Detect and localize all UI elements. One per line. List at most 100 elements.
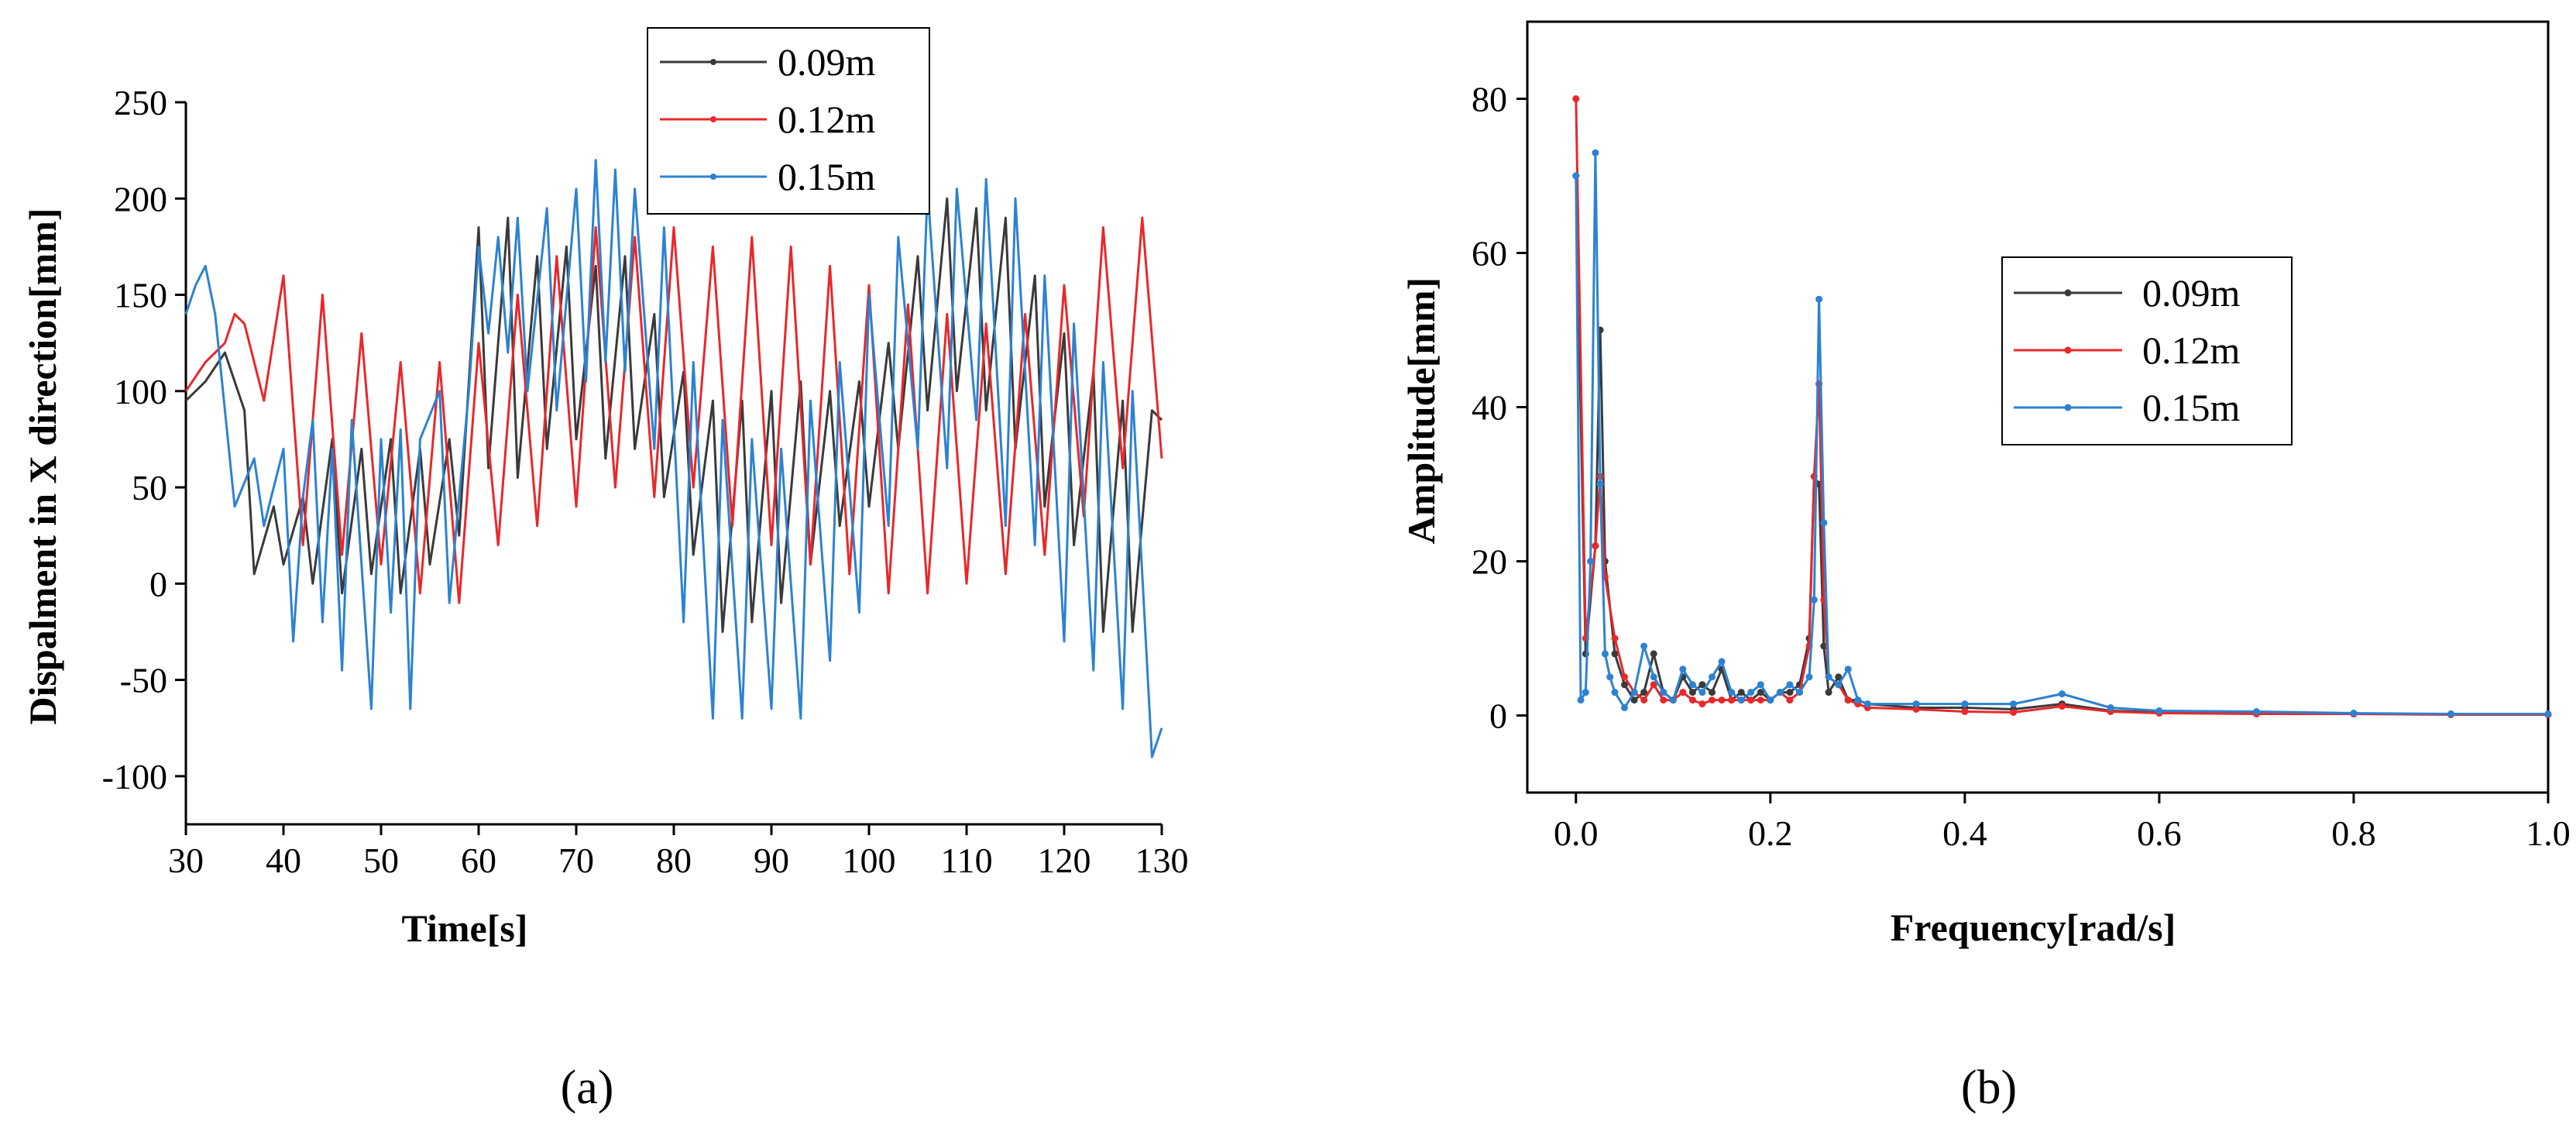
panel-b-data-point <box>1640 689 1648 696</box>
panel-b-data-point <box>1688 696 1696 704</box>
panel-b-data-point <box>1630 696 1638 704</box>
panel-a: 30 40 50 60 70 80 90 100 110 120 130 -100 -50 0 50 100… <box>21 27 1189 1114</box>
panel-b-x-tick-label: 0.4 <box>1942 813 1987 853</box>
panel-b-data-point <box>1621 673 1628 681</box>
panel-b-data-point <box>1737 689 1745 696</box>
panel-b-data-point <box>1596 480 1604 488</box>
panel-b-data-point <box>1786 689 1794 696</box>
panel-b-y-axis-title: Amplitude[mm] <box>1400 277 1443 544</box>
panel-b-data-point <box>1805 673 1813 681</box>
panel-a-y-tick-label: 250 <box>114 83 167 122</box>
panel-b-data-point <box>2010 709 2018 716</box>
panel-b-data-point <box>1757 689 1764 696</box>
panel-a-x-tick-label: 80 <box>656 841 692 880</box>
panel-a-legend-label: 0.15m <box>778 155 876 198</box>
panel-a-legend-marker <box>710 59 716 65</box>
panel-b-y-tick-label: 60 <box>1472 234 1507 273</box>
panel-a-x-tick-label: 130 <box>1135 841 1189 880</box>
panel-b-x-tick-label: 0.2 <box>1748 813 1793 853</box>
panel-b-data-point <box>1660 696 1668 704</box>
panel-a-x-tick-label: 100 <box>843 841 896 880</box>
panel-b-data-point <box>1630 689 1638 696</box>
panel-b-data-point <box>1592 149 1599 156</box>
panel-b-data-point <box>2107 704 2114 711</box>
panel-b-data-point <box>1650 681 1657 689</box>
panel-b-legend-label: 0.12m <box>2142 328 2241 372</box>
panel-b-data-point <box>1640 696 1648 704</box>
panel-b-data-point <box>1572 95 1580 102</box>
panel-a-series <box>184 159 1163 758</box>
panel-b-data-point <box>2155 707 2163 714</box>
panel-a-x-axis-title: Time[s] <box>402 906 528 950</box>
panel-b-series <box>1572 95 2552 718</box>
panel-a-legend-marker <box>710 116 716 122</box>
panel-b-y-tick-label: 20 <box>1472 542 1507 582</box>
panel-b-data-point <box>1767 696 1774 704</box>
panel-b-data-point <box>1698 681 1706 689</box>
panel-b-data-point <box>1728 696 1736 704</box>
panel-b-data-point <box>1582 689 1589 696</box>
panel-b-x-ticks: 0.0 0.2 0.4 0.6 0.8 1.0 <box>1554 793 2571 853</box>
panel-b-data-point <box>1621 704 1628 711</box>
panel-b-data-point <box>1854 696 1862 704</box>
panel-b-data-point <box>1844 666 1852 673</box>
panel-a-series-line-0.12m <box>184 216 1163 604</box>
panel-b-data-point <box>1815 295 1823 303</box>
panel-b-data-point <box>1718 696 1726 704</box>
panel-b-x-tick-label: 1.0 <box>2526 813 2571 853</box>
panel-b-data-point <box>1844 696 1852 704</box>
panel-b-legend: 0.09m 0.12m 0.15m <box>2001 256 2293 445</box>
panel-b-x-axis-title: Frequency[rad/s] <box>1891 906 2176 949</box>
panel-b-data-point <box>2447 710 2454 717</box>
panel-b-data-point <box>1786 696 1794 704</box>
panel-b-data-point <box>1718 658 1726 666</box>
panel-b-data-point <box>1737 696 1745 704</box>
panel-b-data-point <box>1587 558 1595 565</box>
panel-a-y-tick-label: 100 <box>114 372 167 411</box>
panel-a-legend-label: 0.09m <box>778 40 876 84</box>
panel-b-data-point <box>1650 673 1657 681</box>
panel-b-data-point <box>1679 689 1687 696</box>
panel-b-data-point <box>1796 689 1803 696</box>
panel-a-legend-marker <box>710 174 716 180</box>
panel-b-data-point <box>1698 689 1706 696</box>
panel-b-data-point <box>1835 681 1843 689</box>
panel-b-x-tick-label: 0.8 <box>2331 813 2376 853</box>
panel-a-plot-area: 30 40 50 60 70 80 90 100 110 120 130 -100 -50 0 50 100… <box>102 83 1189 880</box>
panel-a-x-tick-label: 110 <box>940 841 992 880</box>
panel-b-legend-marker <box>2064 346 2072 354</box>
panel-b-data-point <box>1611 689 1619 696</box>
panel-b-legend-marker <box>2064 289 2072 297</box>
panel-b-data-point <box>1660 689 1668 696</box>
panel-a-y-tick-label: -100 <box>102 757 167 796</box>
panel-b-data-point <box>1961 708 1969 715</box>
panel-b-data-point <box>1650 650 1657 658</box>
panel-a-x-tick-label: 50 <box>363 841 399 880</box>
panel-b-data-point <box>1621 681 1628 689</box>
panel-b-data-point <box>1709 673 1716 681</box>
panel-b-x-tick-label: 0.6 <box>2137 813 2182 853</box>
panel-b-data-point <box>1912 706 1920 713</box>
panel-b-data-point <box>1825 673 1832 681</box>
panel-a-x-tick-label: 90 <box>754 841 789 880</box>
panel-b-data-point <box>2058 703 2066 710</box>
panel-b-data-point <box>1786 681 1794 689</box>
panel-b-data-point <box>1835 673 1843 681</box>
panel-b-data-point <box>1863 700 1871 708</box>
panel-b-data-point <box>1747 696 1755 704</box>
panel-a-x-tick-label: 30 <box>168 841 204 880</box>
panel-a-legend: 0.09m 0.12m 0.15m <box>647 27 930 215</box>
panel-b-data-point <box>1728 689 1736 696</box>
panel-b-y-tick-label: 80 <box>1472 80 1507 119</box>
panel-a-x-tick-label: 120 <box>1038 841 1091 880</box>
panel-b-data-point <box>1810 596 1818 604</box>
panel-b-data-point <box>1669 696 1677 704</box>
panel-a-legend-box <box>647 27 930 215</box>
panel-b-data-point <box>1912 700 1920 708</box>
panel-b-data-point <box>1961 700 1969 708</box>
panel-a-y-ticks: -100 -50 0 50 100 150 200 250 <box>102 83 186 796</box>
panel-b-y-tick-label: 0 <box>1489 696 1507 736</box>
panel-b-data-point <box>1776 689 1784 696</box>
